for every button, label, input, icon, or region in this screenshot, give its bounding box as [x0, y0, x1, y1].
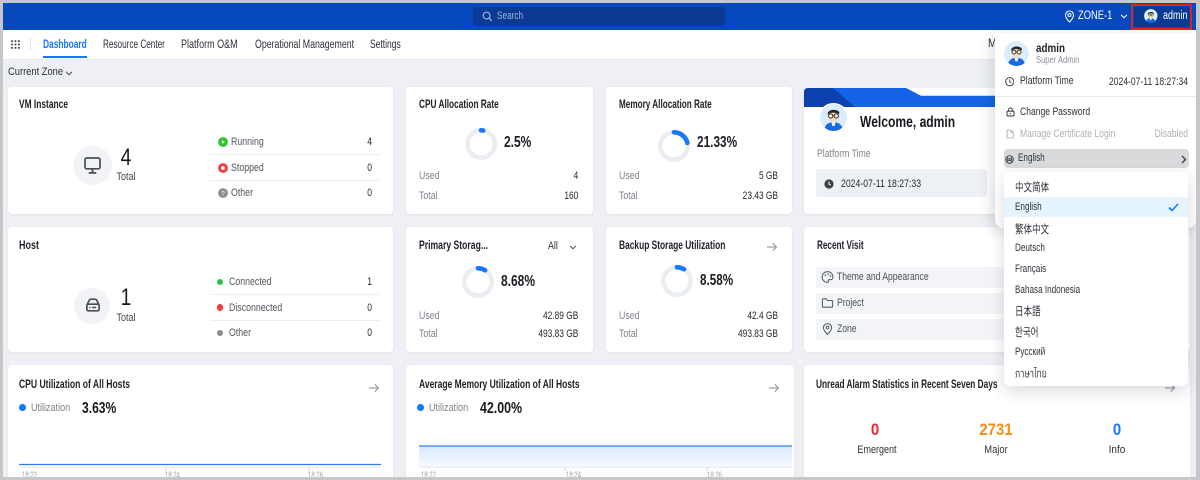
svg-text:?: ?	[221, 190, 225, 197]
